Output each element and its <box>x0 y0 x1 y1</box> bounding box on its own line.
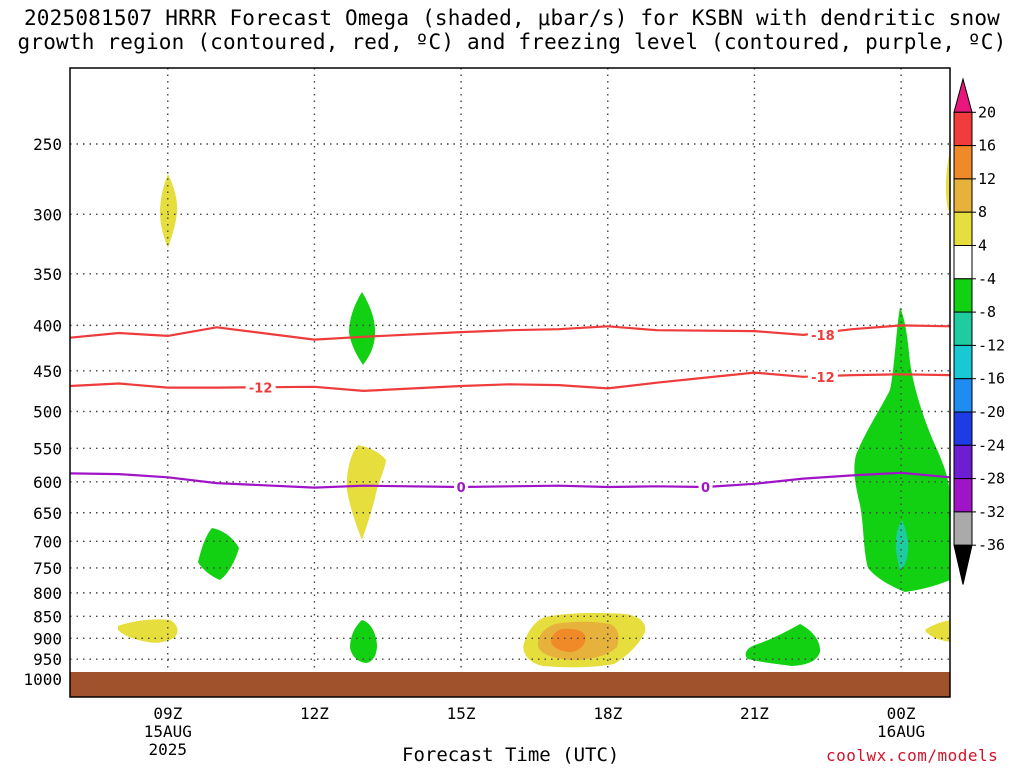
colorbar-cell-3 <box>953 178 973 213</box>
y-tick-label-1000: 1000 <box>23 670 62 689</box>
y-tick-label-900: 900 <box>33 629 62 648</box>
colorbar-label-13: -36 <box>978 536 1005 554</box>
grid <box>70 68 950 697</box>
y-tick-label-800: 800 <box>33 584 62 603</box>
contour-label-bg-1-0 <box>245 380 276 395</box>
colorbar-cell-10 <box>953 411 973 446</box>
title-line-1: 2025081507 HRRR Forecast Omega (shaded, … <box>23 6 1001 30</box>
colorbar-cell-6 <box>953 278 973 313</box>
y-tick-label-250: 250 <box>33 135 62 154</box>
omega-region-yellow-300mb <box>160 174 178 248</box>
colorbar-label-12: -32 <box>978 503 1005 521</box>
contour-label-1-0: -12 <box>249 382 273 397</box>
x-tick-label-21Z: 21Z <box>740 704 769 723</box>
colorbar-label-5: -4 <box>978 270 996 288</box>
colorbar-label-9: -20 <box>978 403 1005 421</box>
omega-region-yellow-600mb <box>346 445 386 540</box>
omega-region-yellow-right-bottom <box>925 620 950 642</box>
credit-text: coolwx.com/models <box>826 746 999 765</box>
contour-lines: -18 -12 -12 0 0 <box>70 324 950 496</box>
y-tick-label-500: 500 <box>33 403 62 422</box>
x-tick-label-18Z: 18Z <box>593 704 622 723</box>
x-axis-title: Forecast Time (UTC) <box>402 744 620 766</box>
colorbar-label-1: 16 <box>978 137 996 155</box>
y-tick-label-550: 550 <box>33 439 62 458</box>
contour-label-bg-2-1 <box>698 479 713 494</box>
omega-region-yellow-right-top <box>945 150 950 210</box>
contour-label-0-0: -18 <box>811 329 835 344</box>
omega-shading <box>118 150 950 668</box>
x-tick-year-09Z: 2025 <box>149 740 188 759</box>
omega-region-green-right <box>854 307 950 592</box>
x-tick-date-09Z: 15AUG <box>144 722 192 741</box>
omega-region-orange-920mb <box>551 628 586 652</box>
colorbar-cell-9 <box>953 378 973 413</box>
colorbar-cell-0 <box>953 77 973 113</box>
omega-region-green-915mb <box>350 620 377 663</box>
y-tick-label-950: 950 <box>33 650 62 669</box>
contour-label-2-0: 0 <box>457 481 466 496</box>
y-tick-label-850: 850 <box>33 607 62 626</box>
contour-label-bg-0-0 <box>807 327 838 342</box>
omega-region-green-725mb <box>198 528 239 580</box>
colorbar: 20 16 12 8 4 -4 -8 -12 -16 -20 -24 -28 -32 -36 <box>953 77 1005 585</box>
y-tick-label-400: 400 <box>33 316 62 335</box>
y-tick-label-600: 600 <box>33 473 62 492</box>
y-tick-label-750: 750 <box>33 559 62 578</box>
y-axis-labels: 250 300 350 400 450 500 550 600 650 700 750 800 850 9… <box>23 135 62 689</box>
ground-strip <box>70 672 950 697</box>
colorbar-cell-14 <box>953 544 973 585</box>
omega-region-teal-right <box>895 520 909 570</box>
y-tick-label-450: 450 <box>33 362 62 381</box>
x-tick-label-09Z: 09Z <box>153 704 182 723</box>
chart-title: 2025081507 HRRR Forecast Omega (shaded, … <box>0 6 1024 54</box>
colorbar-label-11: -28 <box>978 470 1005 488</box>
contour-label-bg-1-1 <box>807 369 838 384</box>
colorbar-label-2: 12 <box>978 170 996 188</box>
colorbar-cell-4 <box>953 211 973 246</box>
colorbar-label-10: -24 <box>978 436 1005 454</box>
colorbar-label-8: -16 <box>978 370 1005 388</box>
omega-region-green-920mb <box>745 624 821 666</box>
colorbar-cell-7 <box>953 311 973 346</box>
y-tick-label-700: 700 <box>33 532 62 551</box>
freezing-level-contour-0-2 <box>70 471 950 489</box>
colorbar-label-3: 8 <box>978 203 987 221</box>
colorbar-cell-11 <box>953 444 973 480</box>
colorbar-cell-8 <box>953 344 973 380</box>
omega-region-green-400mb <box>349 292 376 365</box>
x-tick-date-00Z: 16AUG <box>877 722 925 741</box>
colorbar-label-6: -8 <box>978 303 996 321</box>
colorbar-cell-2 <box>953 145 973 180</box>
colorbar-label-7: -12 <box>978 336 1005 354</box>
colorbar-cell-13 <box>953 511 973 546</box>
colorbar-label-0: 20 <box>978 103 996 121</box>
contour-label-1-1: -12 <box>811 371 835 386</box>
plot-frame <box>69 67 951 698</box>
x-tick-label-15Z: 15Z <box>447 704 476 723</box>
contour-label-bg-2-0 <box>454 479 469 494</box>
x-tick-label-12Z: 12Z <box>300 704 329 723</box>
contour-label-2-1: 0 <box>701 481 710 496</box>
y-tick-label-650: 650 <box>33 504 62 523</box>
y-tick-label-350: 350 <box>33 265 62 284</box>
colorbar-cell-12 <box>953 478 973 513</box>
colorbar-cell-1 <box>953 111 973 147</box>
colorbar-cell-5 <box>953 245 973 280</box>
x-tick-label-00Z: 00Z <box>887 704 916 723</box>
y-tick-label-300: 300 <box>33 205 62 224</box>
colorbar-label-4: 4 <box>978 237 987 255</box>
title-line-2: growth region (contoured, red, ºC) and f… <box>17 30 1007 54</box>
omega-region-yellow-885mb <box>118 619 178 643</box>
